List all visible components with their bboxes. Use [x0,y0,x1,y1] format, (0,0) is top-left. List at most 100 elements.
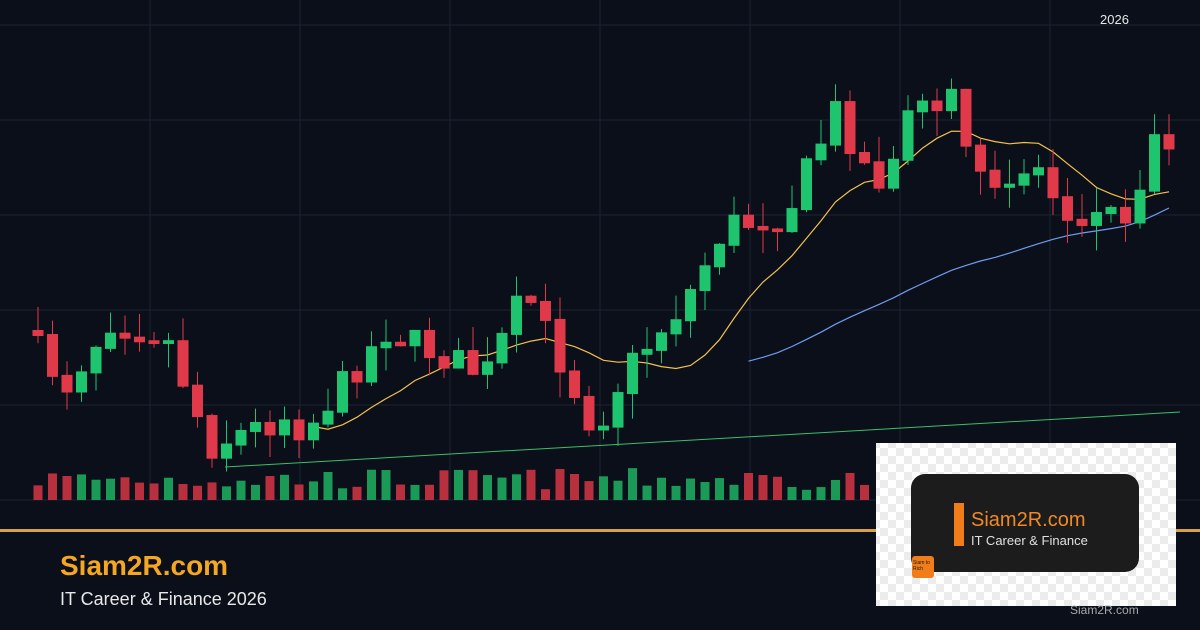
volume-bar [845,472,855,500]
year-label: 2026 [1100,12,1129,27]
volume-bar [294,484,304,500]
volume-bar [120,477,130,500]
candle-body [946,88,957,112]
volume-bar [584,481,594,500]
candle-body [134,336,145,343]
candle-body [960,88,972,147]
candle-body [786,208,798,233]
candle-body [221,443,232,459]
divider [0,529,1200,532]
candle-body [482,361,493,375]
candle-body [743,214,754,228]
candle-body [293,419,305,441]
candle-body [801,158,812,211]
volume-bar [178,483,188,500]
volume-bar [367,469,376,500]
candle-body [119,332,131,339]
candle-body [917,100,928,113]
volume-bar [280,474,289,500]
volume-bar [193,485,202,500]
logo-title: Siam2R.com [971,509,1086,531]
volume-bar [410,484,420,500]
volume-bar [236,480,246,500]
footer-subtitle: IT Career & Finance 2026 [60,589,267,609]
volume-bar [381,470,391,500]
candle-body [322,410,334,425]
volume-bar [483,475,492,500]
volume-bar [860,484,869,500]
candle-body [308,422,319,441]
volume-bar [700,482,710,500]
candle-body [424,329,435,359]
volume-bar [77,474,86,500]
logo-subtitle: IT Career & Finance [971,533,1088,548]
volume-bar [744,472,753,500]
logo-badge [912,556,934,578]
candle-body [554,318,566,373]
moving-average [313,130,1170,430]
volume-bar [207,482,217,500]
logo-accent [954,503,964,546]
candle-body [1091,212,1102,226]
candle-body [612,392,624,428]
candle-body [902,110,914,161]
volume-bar [352,486,362,500]
candle-body [1076,218,1088,226]
watermark: Siam2R.com [1070,603,1139,617]
volume-bar [164,477,173,500]
candle-body [670,319,682,335]
candle-body [569,370,580,398]
volume-bar [323,471,333,500]
candle-body [453,350,464,369]
candle-body [815,143,827,161]
candle-body [525,295,537,303]
candle-body [641,348,653,355]
volume-bar [657,477,666,500]
candle-body [90,346,102,374]
candle-body [583,395,595,431]
candle-body [438,356,450,369]
candle-body [235,429,247,446]
volume-bar [715,478,724,500]
volume-bar [613,480,623,500]
volume-bar [265,476,275,500]
candle-body [47,333,58,377]
volume-bar [251,484,260,500]
candle-body [279,419,290,436]
candle-body [177,340,189,387]
candle-body [409,329,421,347]
volume-bar [149,483,159,500]
candle-body [1149,134,1160,192]
candle-body [105,332,116,349]
candle-body [989,169,1001,188]
volume-bar [309,481,318,500]
candle-body [873,161,885,189]
volume-bar [512,474,521,500]
candle-body [76,371,87,393]
volume-bar [454,469,463,500]
candle-body [206,415,218,459]
volume-bar [106,478,115,500]
volume-bar [758,475,768,500]
candle-body [685,289,696,322]
candle-body [366,346,377,383]
volume-bars [33,468,869,500]
candle-body [699,265,711,292]
candle-body [496,332,508,364]
candle-body [61,374,73,393]
candle-body [888,158,899,189]
volume-bar [570,473,579,500]
candle-body [656,332,667,351]
volume-bar [802,489,811,500]
candle-body [830,101,841,146]
volume-bar [831,479,840,500]
moving-average [748,207,1170,362]
candles [32,78,1175,472]
candle-body [1047,167,1059,199]
candle-body [337,371,348,413]
candle-body [859,152,870,164]
candle-body [975,144,986,172]
candle-body [598,425,609,431]
candle-body [264,421,276,436]
